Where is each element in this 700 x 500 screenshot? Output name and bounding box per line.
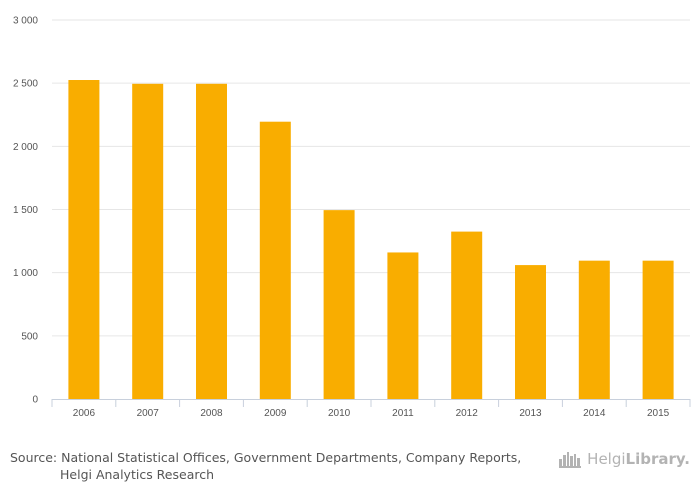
y-tick-label: 2 500 xyxy=(13,79,38,90)
x-tick-label: 2015 xyxy=(647,408,670,419)
bar-2008 xyxy=(196,83,227,399)
bar-2014 xyxy=(578,260,610,399)
x-axis: 2006 2007 2008 2009 2010 2011 2012 2013 2014 2015 xyxy=(51,399,691,419)
source-line-2: Helgi Analytics Research xyxy=(60,467,215,482)
bar-2006 xyxy=(68,80,100,399)
x-tick-label: 2012 xyxy=(456,408,479,419)
x-tick-label: 2007 xyxy=(137,408,160,419)
x-tick-label: 2009 xyxy=(264,408,287,419)
y-tick-label: 0 xyxy=(32,395,38,406)
bar-2011 xyxy=(387,252,419,399)
y-tick-label: 2 000 xyxy=(13,142,38,153)
y-tick-label: 3 000 xyxy=(13,16,38,27)
bar-2013 xyxy=(515,265,546,399)
source-line-1: Source: National Statistical Offices, Go… xyxy=(10,450,522,465)
x-tick-label: 2011 xyxy=(392,408,414,419)
y-tick-label: 500 xyxy=(21,331,38,342)
brand-name: Helgi xyxy=(587,450,626,468)
x-tick-label: 2013 xyxy=(519,408,542,419)
bars xyxy=(68,80,674,399)
bar-2010 xyxy=(323,210,355,399)
bar-2007 xyxy=(132,83,164,399)
y-tick-label: 1 500 xyxy=(13,205,38,216)
brand-suffix: Library. xyxy=(625,450,690,468)
skyline-icon xyxy=(559,452,582,468)
source-note: Source: National Statistical Offices, Go… xyxy=(10,449,521,483)
bar-2009 xyxy=(259,121,291,399)
bar-2015 xyxy=(642,260,674,399)
x-tick-label: 2008 xyxy=(200,408,223,419)
y-axis-ticks: 0 500 1 000 1 500 2 000 2 500 3 000 xyxy=(13,16,38,406)
helgi-library-logo: HelgiLibrary. xyxy=(559,450,690,468)
x-tick-label: 2010 xyxy=(328,408,351,419)
bar-2012 xyxy=(451,231,483,399)
y-tick-label: 1 000 xyxy=(13,268,38,279)
x-tick-label: 2014 xyxy=(583,408,606,419)
x-tick-label: 2006 xyxy=(73,408,96,419)
